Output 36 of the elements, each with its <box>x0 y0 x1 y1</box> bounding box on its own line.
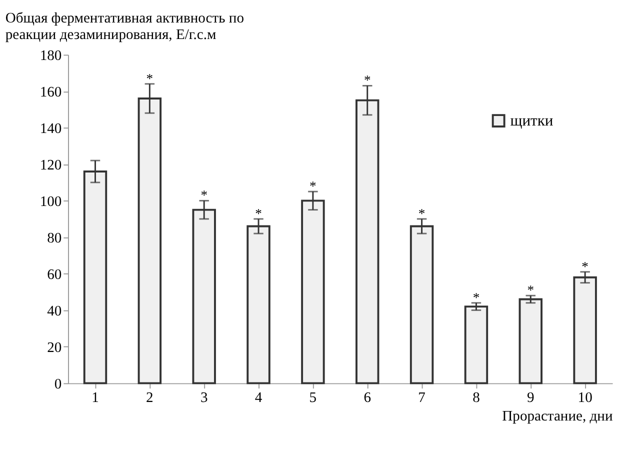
x-tick-label: 6 <box>364 390 372 406</box>
y-tick-label: 120 <box>40 158 62 174</box>
legend-label: щитки <box>510 112 554 130</box>
annotation: * <box>310 178 317 194</box>
annotation: * <box>364 72 371 88</box>
y-tick-label: 100 <box>40 194 62 210</box>
y-tick-label: 180 <box>40 48 62 64</box>
x-tick-label: 10 <box>578 390 592 406</box>
x-tick-label: 9 <box>527 390 534 406</box>
annotation: * <box>255 206 262 221</box>
y-tick-label: 60 <box>47 267 62 284</box>
x-tick-label: 3 <box>200 390 208 406</box>
y-tick-label: 40 <box>47 304 62 320</box>
y-tick-label: 140 <box>40 121 62 138</box>
annotation: * <box>146 70 154 86</box>
x-tick-label: 8 <box>472 390 480 406</box>
text: реакции дезаминирования, Е/г.с.м <box>5 27 216 44</box>
bar <box>518 298 543 384</box>
annotation: * <box>472 290 480 305</box>
y-tick-label: 160 <box>40 84 62 101</box>
x-tick-label: 1 <box>92 390 99 406</box>
annotation: * <box>418 206 426 221</box>
text: Общая ферментативная активность по <box>5 10 244 27</box>
y-tick-label: 20 <box>47 340 62 356</box>
annotation: * <box>200 188 208 203</box>
x-tick-label: 7 <box>418 390 426 406</box>
annotation: * <box>527 282 534 298</box>
bar <box>573 276 597 384</box>
x-tick-label: 5 <box>309 390 317 406</box>
x-tick-label: 4 <box>254 390 263 406</box>
x-axis-title: Прорастание, дни <box>502 408 613 425</box>
annotation: * <box>582 258 589 274</box>
y-tick-label: 80 <box>47 230 62 247</box>
y-tick-label: 0 <box>54 376 62 393</box>
bar <box>464 306 488 384</box>
x-tick-label: 2 <box>146 390 154 406</box>
